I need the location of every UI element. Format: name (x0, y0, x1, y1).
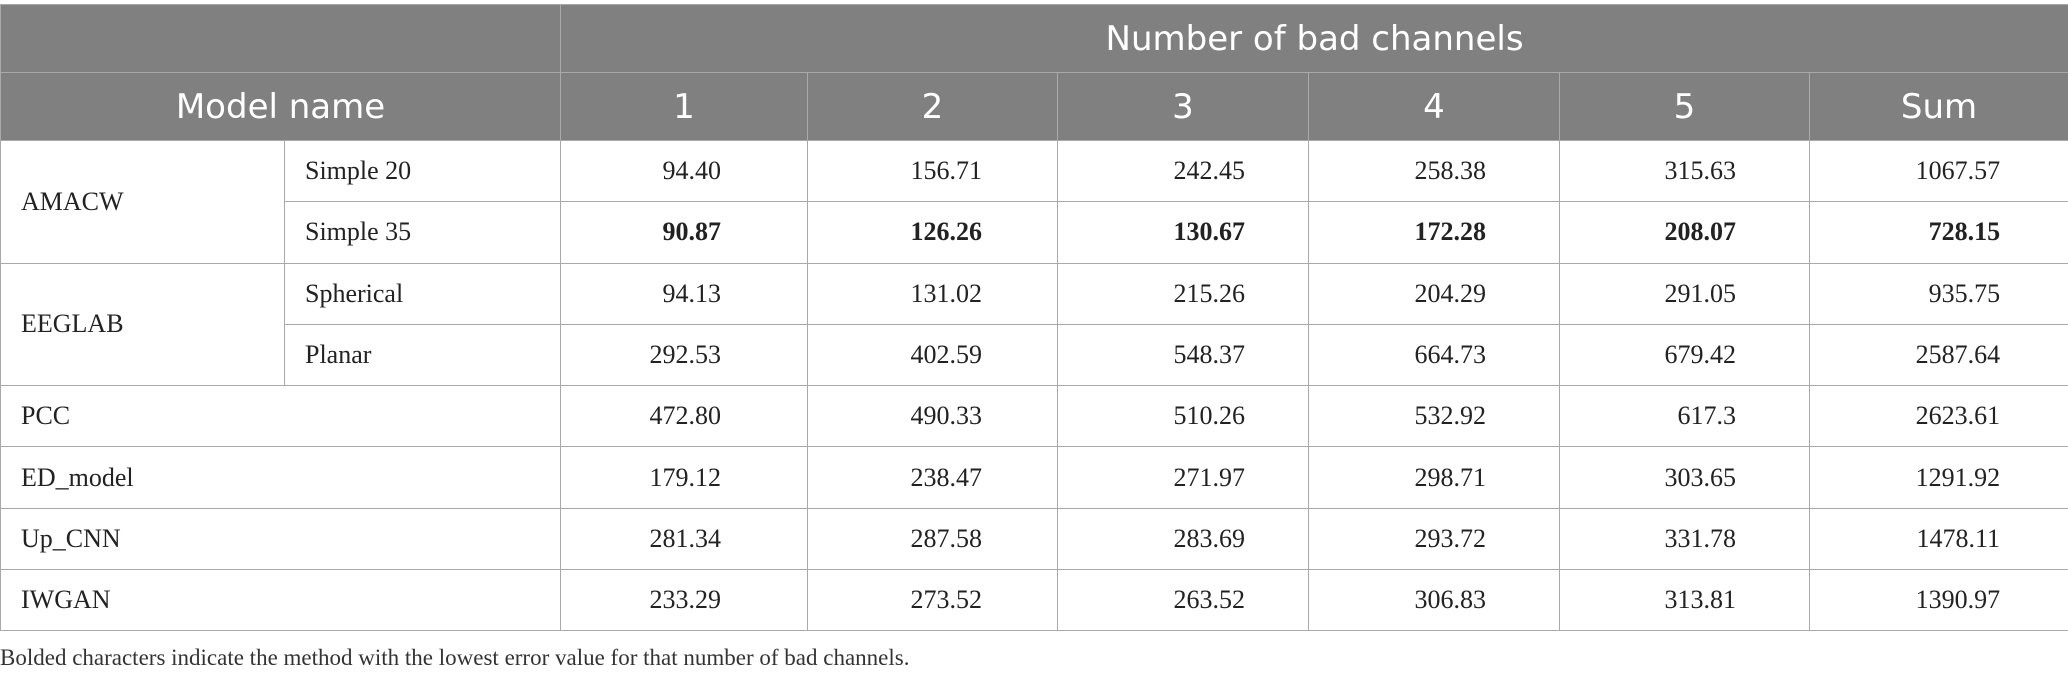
value-cell: 532.92 (1308, 385, 1560, 448)
column-header: 4 (1308, 72, 1560, 141)
column-header: 1 (560, 72, 808, 141)
model-name-cell: PCC (0, 385, 561, 448)
value-cell: 179.12 (560, 446, 808, 509)
value-cell: 490.33 (807, 385, 1058, 448)
value-cell: 90.87 (560, 201, 808, 264)
table-row: IWGAN 233.29 273.52 263.52 306.83 313.81 1390.… (0, 569, 2068, 632)
value-cell: 1478.11 (1808, 507, 2068, 571)
variant-cell: Simple 20 (284, 139, 561, 203)
value-cell: 156.71 (807, 139, 1058, 203)
value-cell: 242.45 (1057, 139, 1309, 203)
value-cell: 130.67 (1057, 201, 1309, 264)
value-cell: 291.05 (1559, 262, 1810, 325)
value-cell: 1067.57 (1808, 139, 2068, 203)
value-cell: 292.53 (560, 323, 808, 387)
value-cell: 94.13 (560, 262, 808, 325)
value-cell: 273.52 (807, 569, 1058, 632)
value-cell: 126.26 (807, 201, 1058, 264)
value-cell: 208.07 (1559, 201, 1810, 264)
model-name-cell: Up_CNN (0, 507, 561, 571)
model-name-cell: EEGLAB (0, 262, 285, 387)
value-cell: 306.83 (1308, 569, 1560, 632)
variant-cell: Simple 35 (284, 201, 561, 264)
value-cell: 728.15 (1808, 201, 2068, 264)
value-cell: 263.52 (1057, 569, 1309, 632)
value-cell: 233.29 (560, 569, 808, 632)
table-row: PCC 472.80 490.33 510.26 532.92 617.3 2623.61 (0, 385, 2068, 448)
value-cell: 935.75 (1808, 262, 2068, 325)
variant-cell: Spherical (284, 262, 561, 325)
value-cell: 283.69 (1057, 507, 1309, 571)
value-cell: 204.29 (1308, 262, 1560, 325)
value-cell: 94.40 (560, 139, 808, 203)
header-row-group: Number of bad channels (0, 4, 2068, 73)
table-row: AMACW Simple 20 94.40 156.71 242.45 258.38 315… (0, 139, 2068, 264)
value-cell: 238.47 (807, 446, 1058, 509)
table-row: Simple 35 90.87 126.26 130.67 172.28 208.07 72… (1, 201, 2068, 264)
header-empty-cell (0, 4, 561, 73)
column-header: Sum (1808, 72, 2068, 141)
value-cell: 402.59 (807, 323, 1058, 387)
value-cell: 287.58 (807, 507, 1058, 571)
value-cell: 315.63 (1559, 139, 1810, 203)
value-cell: 2623.61 (1808, 385, 2068, 448)
value-cell: 331.78 (1559, 507, 1810, 571)
value-cell: 1291.92 (1808, 446, 2068, 509)
model-name-cell: IWGAN (0, 569, 561, 632)
table-row: Up_CNN 281.34 287.58 283.69 293.72 331.78 1478… (0, 507, 2068, 571)
model-name-cell: ED_model (0, 446, 561, 509)
value-cell: 472.80 (560, 385, 808, 448)
column-header: 2 (807, 72, 1058, 141)
value-cell: 510.26 (1057, 385, 1309, 448)
value-cell: 281.34 (560, 507, 808, 571)
value-cell: 172.28 (1308, 201, 1560, 264)
group-header: Number of bad channels (559, 4, 2068, 73)
value-cell: 548.37 (1057, 323, 1309, 387)
footnote: Bolded characters indicate the method wi… (0, 645, 910, 670)
value-cell: 679.42 (1559, 323, 1810, 387)
header-row-columns: Model name 1 2 3 4 5 Sum (0, 72, 2068, 141)
results-table: Number of bad channels Model name 1 2 3 … (0, 4, 2068, 632)
value-cell: 1390.97 (1808, 569, 2068, 632)
value-cell: 313.81 (1559, 569, 1810, 632)
column-header: 5 (1559, 72, 1810, 141)
value-cell: 271.97 (1057, 446, 1309, 509)
table-row: ED_model 179.12 238.47 271.97 298.71 303.65 12… (0, 446, 2068, 509)
value-cell: 664.73 (1308, 323, 1560, 387)
value-cell: 131.02 (807, 262, 1058, 325)
column-header: 3 (1057, 72, 1309, 141)
model-name-cell: AMACW (0, 140, 285, 264)
value-cell: 617.3 (1559, 385, 1810, 448)
table-row: EEGLAB Spherical 94.13 131.02 215.26 204.29 29… (0, 262, 2068, 387)
value-cell: 298.71 (1308, 446, 1560, 509)
value-cell: 258.38 (1308, 139, 1560, 203)
variant-cell: Planar (284, 323, 561, 387)
value-cell: 215.26 (1057, 262, 1309, 325)
value-cell: 293.72 (1308, 507, 1560, 571)
model-name-header: Model name (0, 72, 561, 141)
table-row: Planar 292.53 402.59 548.37 664.73 679.42 2587… (1, 323, 2068, 387)
value-cell: 303.65 (1559, 446, 1810, 509)
value-cell: 2587.64 (1808, 323, 2068, 387)
